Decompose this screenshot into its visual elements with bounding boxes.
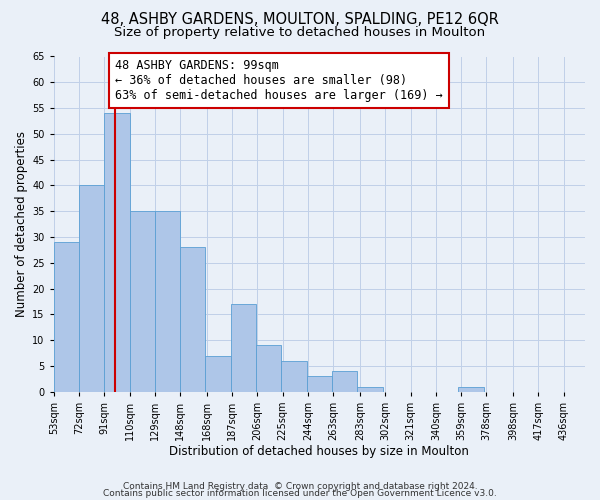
Bar bbox=[307, 376, 332, 392]
Bar bbox=[332, 371, 357, 392]
Bar bbox=[231, 304, 256, 392]
Bar bbox=[180, 248, 205, 392]
Bar bbox=[256, 346, 281, 392]
Bar bbox=[357, 386, 383, 392]
Bar bbox=[53, 242, 79, 392]
Bar bbox=[458, 386, 484, 392]
Y-axis label: Number of detached properties: Number of detached properties bbox=[15, 131, 28, 317]
Bar bbox=[104, 113, 130, 392]
Bar bbox=[205, 356, 231, 392]
Text: Contains public sector information licensed under the Open Government Licence v3: Contains public sector information licen… bbox=[103, 489, 497, 498]
Bar bbox=[155, 212, 180, 392]
Bar bbox=[130, 212, 155, 392]
Text: Contains HM Land Registry data  © Crown copyright and database right 2024.: Contains HM Land Registry data © Crown c… bbox=[122, 482, 478, 491]
X-axis label: Distribution of detached houses by size in Moulton: Distribution of detached houses by size … bbox=[169, 444, 469, 458]
Text: 48, ASHBY GARDENS, MOULTON, SPALDING, PE12 6QR: 48, ASHBY GARDENS, MOULTON, SPALDING, PE… bbox=[101, 12, 499, 28]
Text: Size of property relative to detached houses in Moulton: Size of property relative to detached ho… bbox=[115, 26, 485, 39]
Text: 48 ASHBY GARDENS: 99sqm
← 36% of detached houses are smaller (98)
63% of semi-de: 48 ASHBY GARDENS: 99sqm ← 36% of detache… bbox=[115, 59, 443, 102]
Bar bbox=[79, 186, 104, 392]
Bar bbox=[281, 361, 307, 392]
